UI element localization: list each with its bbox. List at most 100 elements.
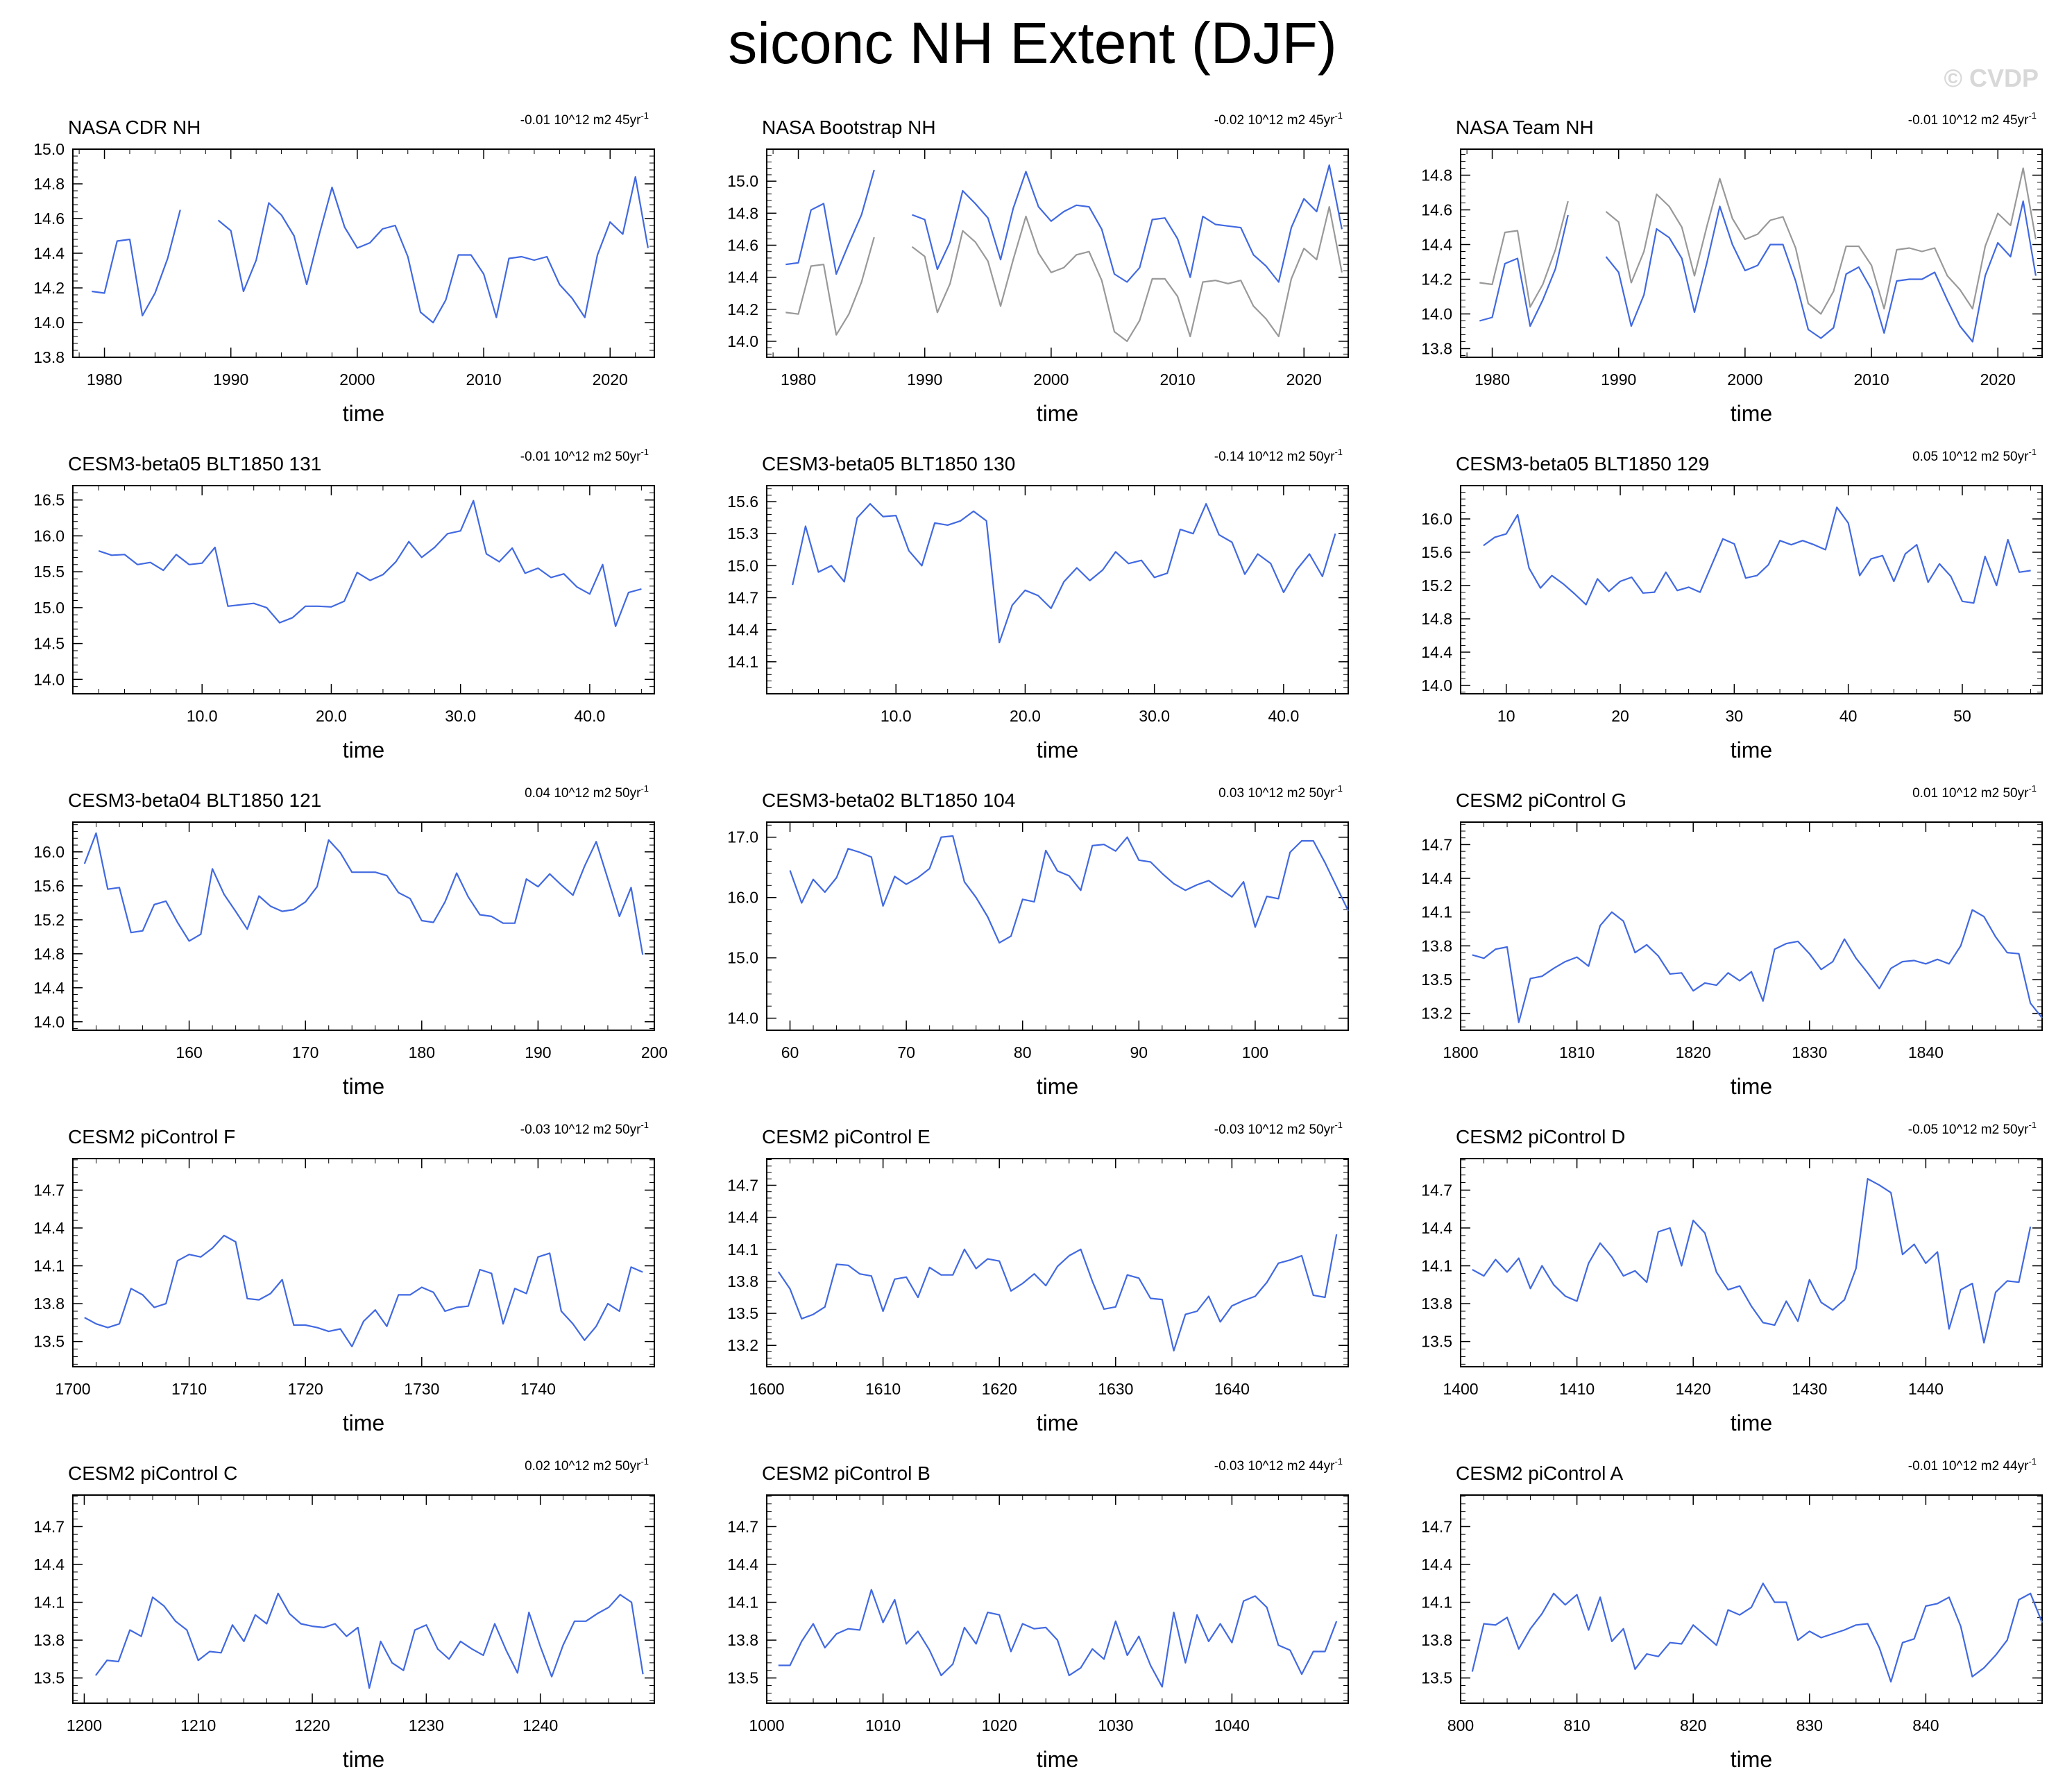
y-tick-label: 14.0 <box>727 1009 758 1027</box>
x-axis-label: time <box>343 737 384 762</box>
series-line <box>777 1234 1338 1351</box>
y-tick-label: 16.5 <box>33 491 65 509</box>
y-tick-label: 15.6 <box>33 877 65 895</box>
series-line <box>785 206 1343 342</box>
trend-label: -0.01 10^12 m2 45yr-1 <box>1908 110 2037 128</box>
x-tick-label: 1600 <box>749 1380 784 1398</box>
x-tick-label: 830 <box>1796 1716 1823 1734</box>
y-tick-label: 16.0 <box>727 889 758 907</box>
y-tick-label: 14.1 <box>727 1594 758 1612</box>
trend-exponent: -1 <box>1334 1456 1343 1467</box>
x-tick-label: 1440 <box>1908 1380 1944 1398</box>
trend-label: 0.03 10^12 m2 50yr-1 <box>1218 783 1343 801</box>
y-tick-label: 16.0 <box>33 527 65 545</box>
y-tick-label: 14.1 <box>33 1594 65 1612</box>
plot-frame <box>766 1494 1349 1704</box>
y-tick-label: 14.7 <box>1421 835 1452 853</box>
x-tick-label: 1840 <box>1908 1043 1944 1061</box>
x-tick-label: 800 <box>1447 1716 1474 1734</box>
trend-label: -0.03 10^12 m2 50yr-1 <box>520 1120 649 1137</box>
x-tick-label: 1980 <box>781 370 816 389</box>
chart-panel: 13.2 13.5 13.8 14.1 14.4 14.7 1800 1810 1820 1830… <box>1421 783 2043 1099</box>
plot-frame <box>72 821 655 1031</box>
y-tick-label: 14.1 <box>33 1257 65 1275</box>
x-tick-label: 1430 <box>1792 1380 1827 1398</box>
x-tick-label: 10.0 <box>187 707 218 725</box>
series-line <box>1472 1178 2032 1344</box>
trend-label: -0.01 10^12 m2 44yr-1 <box>1908 1456 2037 1474</box>
x-tick-label: 2010 <box>1853 370 1889 389</box>
y-tick-label: 13.8 <box>1421 1631 1452 1649</box>
x-tick-label: 1990 <box>213 370 248 389</box>
series-line <box>83 832 644 955</box>
plot-frame <box>766 148 1349 358</box>
x-tick-label: 1410 <box>1559 1380 1595 1398</box>
chart-panel: 13.5 13.8 14.1 14.4 14.7 1000 1010 1020 1030 1040… <box>727 1456 1349 1772</box>
plot-frame <box>1460 485 2043 694</box>
x-tick-label: 60 <box>781 1043 799 1061</box>
x-tick-label: 1720 <box>288 1380 323 1398</box>
chart-title: CESM3-beta05 BLT1850 129 <box>1456 453 1709 475</box>
y-tick-label: 14.1 <box>1421 1594 1452 1612</box>
chart-panel: 13.5 13.8 14.1 14.4 14.7 1400 1410 1420 1430 1440… <box>1421 1120 2043 1435</box>
x-tick-label: 90 <box>1130 1043 1148 1061</box>
series-line <box>98 500 642 627</box>
series-line <box>1479 200 2037 343</box>
y-tick-label: 14.7 <box>33 1181 65 1199</box>
trend-label: 0.05 10^12 m2 50yr-1 <box>1912 447 2037 464</box>
y-tick-label: 14.0 <box>1421 676 1452 694</box>
y-tick-label: 14.4 <box>1421 1219 1452 1237</box>
watermark: © CVDP <box>1944 64 2039 92</box>
y-tick-label: 14.4 <box>33 979 65 997</box>
chart-panel: 13.5 13.8 14.1 14.4 14.7 1700 1710 1720 1730 1740… <box>33 1120 655 1435</box>
x-tick-label: 20.0 <box>1010 707 1041 725</box>
x-tick-label: 2000 <box>1033 370 1069 389</box>
x-tick-label: 820 <box>1680 1716 1706 1734</box>
y-tick-label: 14.0 <box>33 1013 65 1031</box>
x-tick-label: 160 <box>176 1043 202 1061</box>
y-tick-label: 13.5 <box>33 1669 65 1687</box>
plot-frame <box>72 485 655 694</box>
x-tick-label: 1990 <box>907 370 942 389</box>
y-tick-label: 17.0 <box>727 828 758 846</box>
y-tick-label: 13.8 <box>727 1631 758 1649</box>
y-tick-label: 14.4 <box>1421 869 1452 887</box>
x-tick-label: 1420 <box>1676 1380 1711 1398</box>
y-tick-label: 13.5 <box>1421 1333 1452 1351</box>
chart-title: CESM2 piControl A <box>1456 1462 1624 1484</box>
plot-frame <box>766 485 1349 694</box>
trend-exponent: -1 <box>640 1456 649 1467</box>
x-axis-label: time <box>1037 1074 1078 1099</box>
y-tick-label: 16.0 <box>1421 510 1452 528</box>
y-tick-label: 14.4 <box>727 268 758 287</box>
y-tick-label: 13.2 <box>727 1336 758 1354</box>
series-line <box>1483 506 2031 606</box>
series-line <box>84 1234 643 1347</box>
y-tick-label: 15.6 <box>1421 543 1452 561</box>
y-tick-label: 14.7 <box>33 1517 65 1535</box>
x-tick-label: 1810 <box>1559 1043 1595 1061</box>
x-axis-label: time <box>1037 1747 1078 1772</box>
y-tick-label: 14.8 <box>727 204 758 222</box>
x-tick-label: 30.0 <box>445 707 476 725</box>
x-tick-label: 1710 <box>171 1380 207 1398</box>
chart-panel: 14.0 14.2 14.4 14.6 14.8 15.0 1980 1990 2000 2010… <box>727 110 1349 426</box>
trend-exponent: -1 <box>2028 447 2037 457</box>
x-tick-label: 2020 <box>593 370 628 389</box>
y-tick-label: 15.2 <box>33 911 65 929</box>
plot-frame <box>72 148 655 358</box>
chart-title: CESM3-beta05 BLT1850 130 <box>762 453 1015 475</box>
x-tick-label: 200 <box>641 1043 668 1061</box>
chart-title: CESM3-beta05 BLT1850 131 <box>68 453 321 475</box>
chart-title: NASA Team NH <box>1456 117 1594 138</box>
y-tick-label: 14.7 <box>1421 1181 1452 1199</box>
chart-panel: 13.5 13.8 14.1 14.4 14.7 1200 1210 1220 1230 1240… <box>33 1456 655 1772</box>
y-tick-label: 14.6 <box>1421 201 1452 219</box>
trend-exponent: -1 <box>2028 783 2037 794</box>
series-line <box>792 503 1336 644</box>
x-tick-label: 180 <box>409 1043 435 1061</box>
y-tick-label: 13.5 <box>727 1669 758 1687</box>
trend-label: -0.01 10^12 m2 45yr-1 <box>520 110 649 128</box>
x-tick-label: 1640 <box>1214 1380 1250 1398</box>
